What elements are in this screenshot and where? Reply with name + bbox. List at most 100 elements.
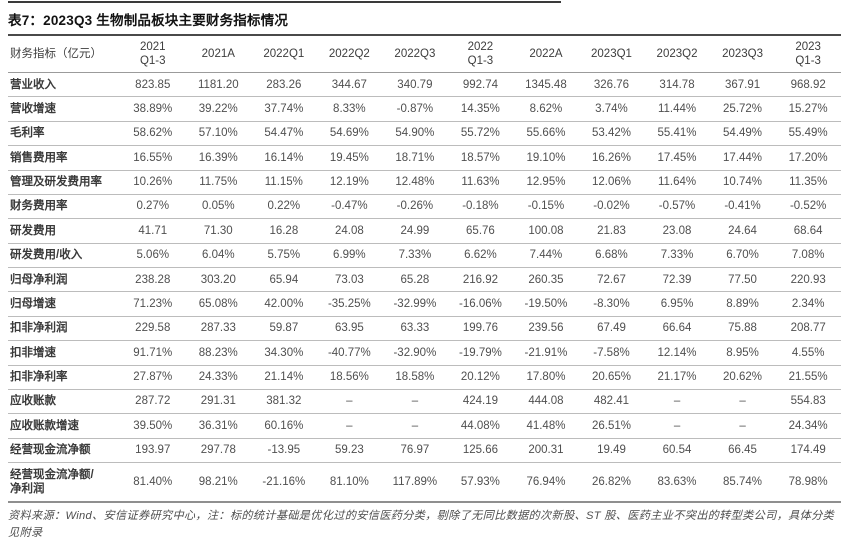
cell-value: 12.14%	[644, 340, 710, 366]
top-divider	[8, 1, 561, 3]
cell-value: 19.45%	[316, 145, 383, 171]
cell-value: 482.41	[578, 389, 645, 415]
cell-value: 55.72%	[447, 121, 514, 147]
table-row: 应收账款 287.72 291.31 381.32– –424.19 444.08 482.…	[8, 389, 841, 415]
cell-value: -0.26%	[382, 194, 448, 220]
cell-value: 125.66	[447, 438, 514, 464]
cell-value: -0.52%	[775, 194, 841, 220]
cell-value: 20.12%	[447, 365, 514, 390]
cell-value: –	[382, 389, 448, 415]
column-header: 2021 Q1-3	[120, 36, 186, 73]
cell-value: 36.31%	[185, 413, 252, 439]
column-header: 2023Q2	[644, 36, 710, 73]
cell-value: 303.20	[185, 267, 252, 293]
cell-value: 72.67	[578, 267, 645, 293]
cell-value: -0.02%	[578, 194, 645, 220]
cell-value: 83.63%	[644, 462, 710, 503]
cell-value: 23.08	[644, 218, 710, 244]
column-header: 2021A	[185, 36, 252, 73]
column-header: 2023Q1	[578, 36, 645, 73]
cell-value: 7.08%	[775, 243, 841, 269]
cell-value: 65.08%	[185, 291, 252, 317]
column-header: 2022Q1	[251, 36, 317, 73]
cell-value: 8.89%	[709, 291, 776, 317]
cell-value: 3.74%	[578, 96, 645, 122]
cell-value: 8.62%	[513, 96, 579, 122]
cell-value: 326.76	[578, 72, 645, 98]
row-label: 毛利率	[8, 121, 120, 147]
cell-value: 0.27%	[120, 194, 186, 220]
cell-value: 54.90%	[382, 121, 448, 147]
row-label: 研发费用/收入	[8, 243, 120, 269]
cell-value: 65.28	[382, 267, 448, 293]
cell-value: 76.97	[382, 438, 448, 464]
table-row: 归母增速 71.23% 65.08% 42.00% -35.25% -32.99% -16.…	[8, 291, 841, 317]
cell-value: -19.50%	[513, 291, 579, 317]
metric-column-header: 财务指标（亿元）	[8, 36, 120, 73]
column-header: 2022 Q1-3	[447, 36, 514, 73]
table-row: 经营现金流净额/ 净利润 81.40% 98.21% -21.16% 81.10% 117…	[8, 462, 841, 503]
cell-value: 54.47%	[251, 121, 317, 147]
table-row: 研发费用/收入 5.06% 6.04% 5.75% 6.99% 7.33% 6.62% 7.4…	[8, 243, 841, 269]
cell-value: 63.95	[316, 316, 383, 342]
table-row: 扣非增速 91.71% 88.23% 34.30% -40.77% -32.90% -19.…	[8, 340, 841, 366]
cell-value: 0.05%	[185, 194, 252, 220]
cell-value: 367.91	[709, 72, 776, 98]
cell-value: 11.63%	[447, 170, 514, 195]
table-row: 营业收入 823.85 1181.20 283.26 344.67 340.79 992.7…	[8, 72, 841, 98]
row-label: 管理及研发费用率	[8, 170, 120, 195]
table-row: 财务费用率 0.27% 0.05% 0.22% -0.47% -0.26% -0.18% -0…	[8, 194, 841, 220]
cell-value: 1345.48	[513, 72, 579, 98]
cell-value: 76.94%	[513, 462, 579, 503]
cell-value: 73.03	[316, 267, 383, 293]
table-row: 经营现金流净额 193.97 297.78 -13.95 59.23 76.97 125.6…	[8, 438, 841, 464]
cell-value: 65.94	[251, 267, 317, 293]
cell-value: 8.95%	[709, 340, 776, 366]
cell-value: 5.06%	[120, 243, 186, 269]
cell-value: 68.64	[775, 218, 841, 244]
cell-value: 100.08	[513, 218, 579, 244]
cell-value: -13.95	[251, 438, 317, 464]
cell-value: 200.31	[513, 438, 579, 464]
cell-value: 6.95%	[644, 291, 710, 317]
cell-value: 21.14%	[251, 365, 317, 390]
cell-value: 81.40%	[120, 462, 186, 503]
row-label: 归母增速	[8, 291, 120, 317]
cell-value: -32.90%	[382, 340, 448, 366]
cell-value: 24.33%	[185, 365, 252, 390]
cell-value: -0.87%	[382, 96, 448, 122]
cell-value: 41.48%	[513, 413, 579, 439]
table-row: 归母净利润 238.28 303.20 65.94 73.03 65.28 216.92 26…	[8, 267, 841, 293]
cell-value: 55.66%	[513, 121, 579, 147]
cell-value: 7.33%	[382, 243, 448, 269]
cell-value: 91.71%	[120, 340, 186, 366]
cell-value: 0.22%	[251, 194, 317, 220]
cell-value: 15.27%	[775, 96, 841, 122]
cell-value: 4.55%	[775, 340, 841, 366]
table-row: 扣非净利润 229.58 287.33 59.87 63.95 63.33 199.76 23…	[8, 316, 841, 342]
cell-value: –	[644, 389, 710, 415]
cell-value: 16.26%	[578, 145, 645, 171]
cell-value: 239.56	[513, 316, 579, 342]
cell-value: 220.93	[775, 267, 841, 293]
cell-value: 6.68%	[578, 243, 645, 269]
cell-value: 16.28	[251, 218, 317, 244]
cell-value: 67.49	[578, 316, 645, 342]
cell-value: 18.58%	[382, 365, 448, 390]
cell-value: 24.34%	[775, 413, 841, 439]
cell-value: 11.64%	[644, 170, 710, 195]
cell-value: 53.42%	[578, 121, 645, 147]
cell-value: 26.51%	[578, 413, 645, 439]
cell-value: 37.74%	[251, 96, 317, 122]
cell-value: 39.22%	[185, 96, 252, 122]
cell-value: 208.77	[775, 316, 841, 342]
cell-value: 8.33%	[316, 96, 383, 122]
cell-value: 823.85	[120, 72, 186, 98]
cell-value: 1181.20	[185, 72, 252, 98]
cell-value: 59.87	[251, 316, 317, 342]
column-header: 2022A	[513, 36, 579, 73]
cell-value: 193.97	[120, 438, 186, 464]
cell-value: 85.74%	[709, 462, 776, 503]
row-label: 研发费用	[8, 218, 120, 244]
cell-value: 11.35%	[775, 170, 841, 195]
